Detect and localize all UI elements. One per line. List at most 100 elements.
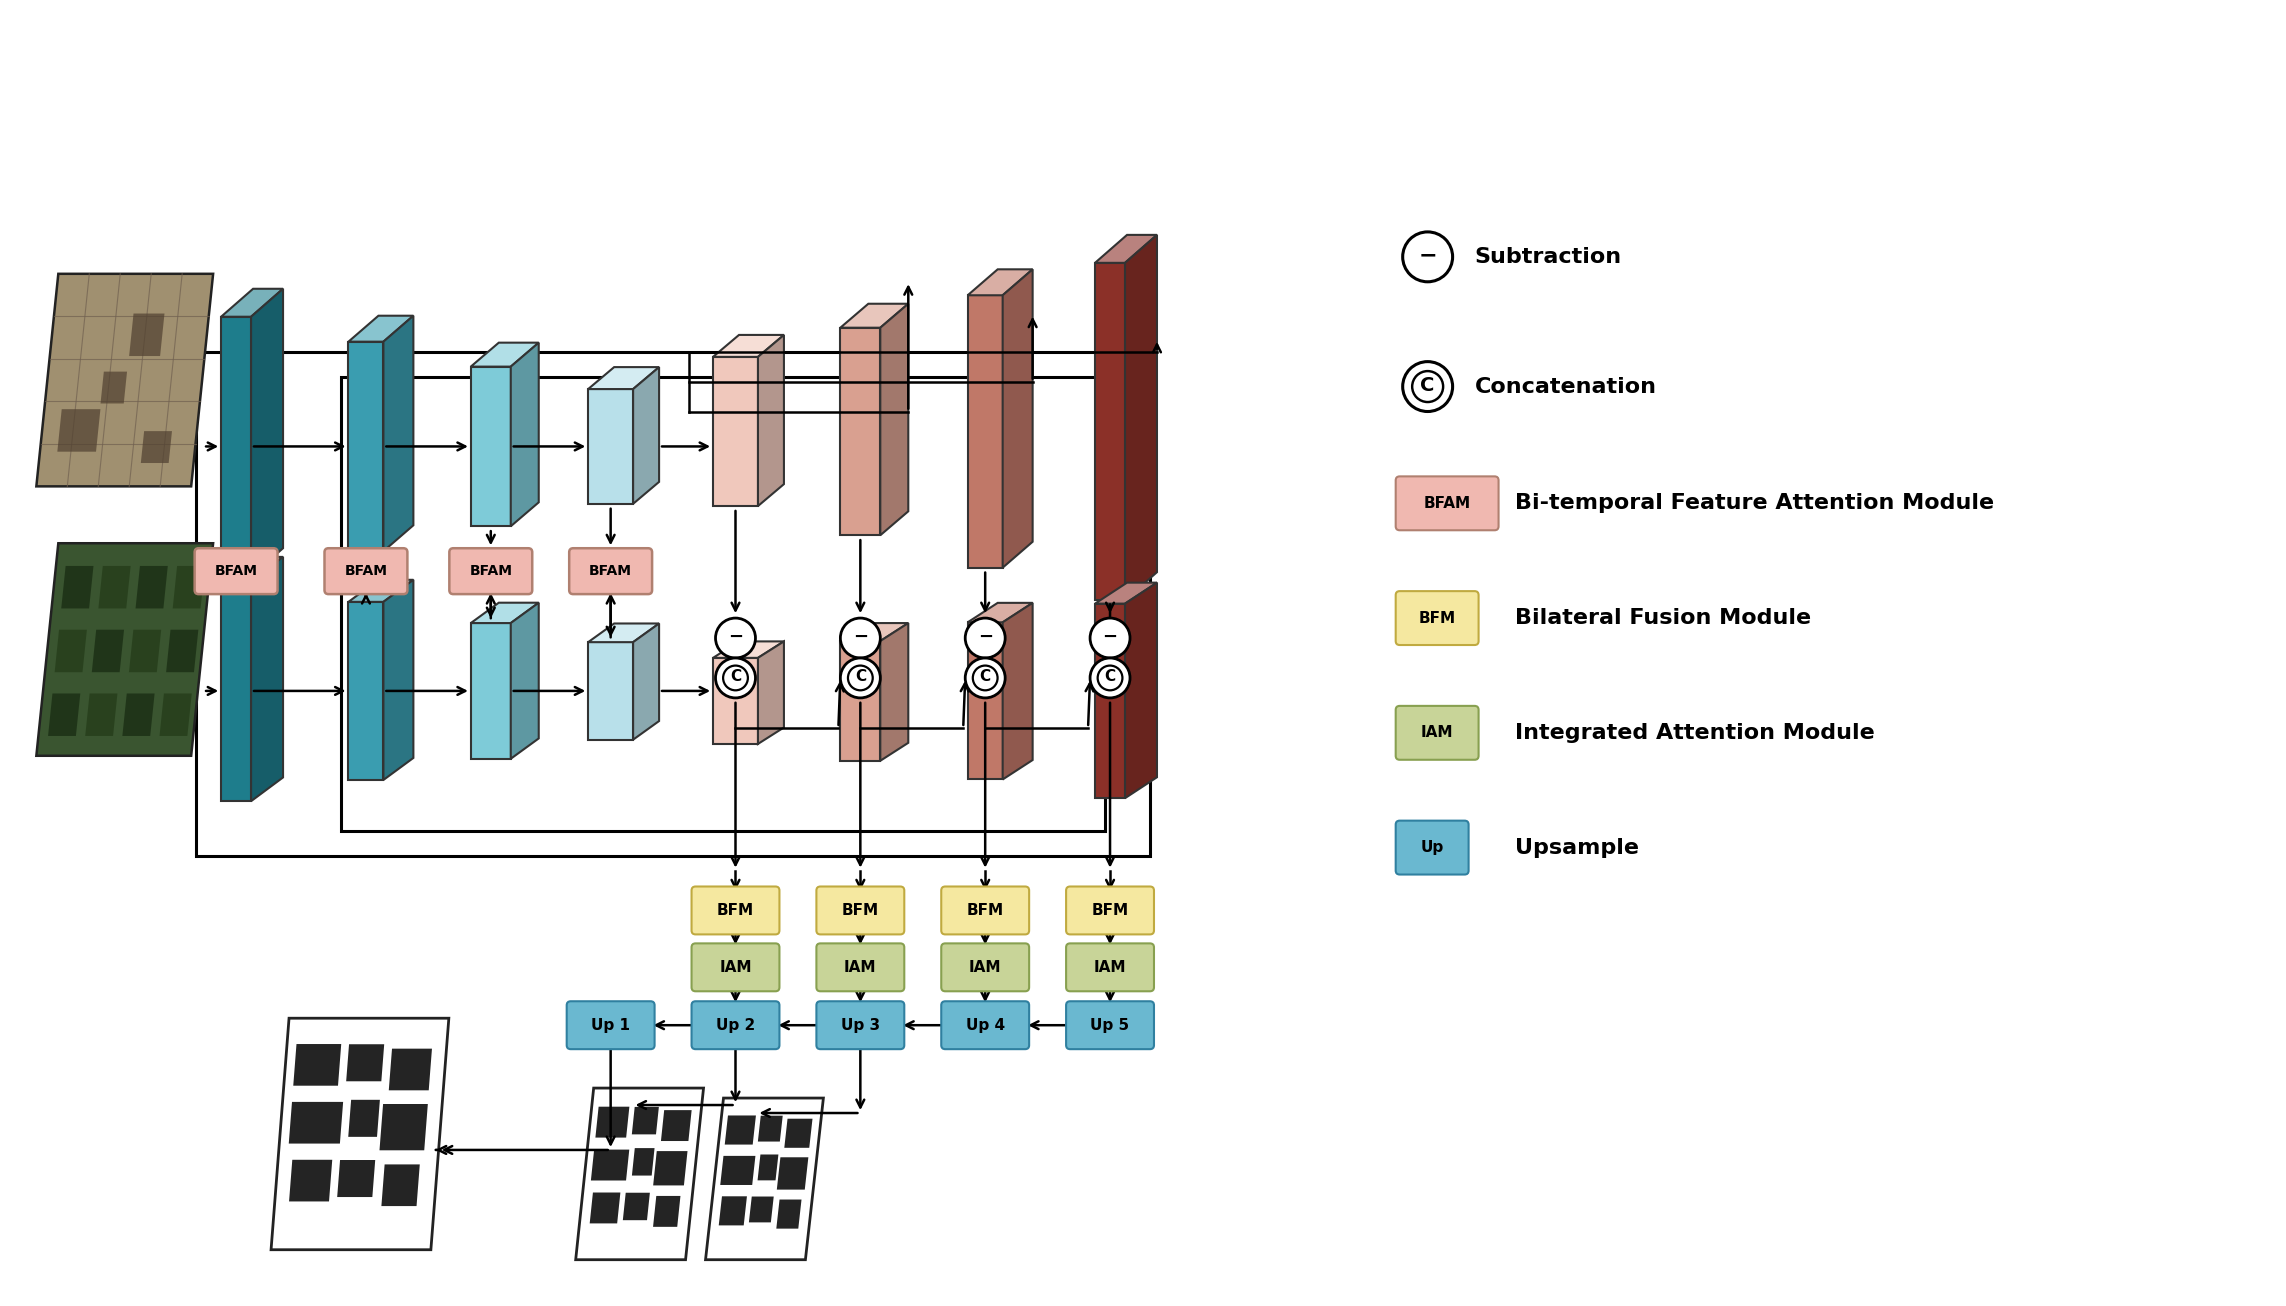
Polygon shape bbox=[98, 565, 130, 609]
FancyBboxPatch shape bbox=[569, 549, 652, 594]
Polygon shape bbox=[777, 1199, 802, 1229]
Text: IAM: IAM bbox=[1422, 725, 1454, 741]
Polygon shape bbox=[967, 295, 1004, 568]
FancyBboxPatch shape bbox=[816, 887, 905, 934]
Polygon shape bbox=[222, 556, 283, 581]
Polygon shape bbox=[594, 1106, 629, 1138]
Polygon shape bbox=[91, 629, 123, 673]
Polygon shape bbox=[293, 1043, 341, 1085]
Polygon shape bbox=[101, 372, 128, 404]
Polygon shape bbox=[880, 623, 908, 761]
FancyBboxPatch shape bbox=[1397, 705, 1479, 760]
Polygon shape bbox=[347, 580, 414, 602]
Text: −: − bbox=[1102, 628, 1118, 646]
Polygon shape bbox=[347, 1100, 379, 1136]
Polygon shape bbox=[967, 603, 1033, 623]
Text: BFAM: BFAM bbox=[1424, 496, 1470, 511]
Polygon shape bbox=[718, 1196, 748, 1225]
FancyBboxPatch shape bbox=[816, 943, 905, 991]
Polygon shape bbox=[174, 565, 206, 609]
Polygon shape bbox=[1004, 269, 1033, 568]
Polygon shape bbox=[336, 1160, 375, 1198]
FancyBboxPatch shape bbox=[450, 549, 533, 594]
Polygon shape bbox=[222, 317, 251, 576]
Text: Up 3: Up 3 bbox=[841, 1017, 880, 1033]
Polygon shape bbox=[654, 1151, 688, 1186]
Polygon shape bbox=[288, 1102, 343, 1144]
Polygon shape bbox=[759, 641, 784, 744]
Text: Bilateral Fusion Module: Bilateral Fusion Module bbox=[1516, 609, 1811, 628]
Polygon shape bbox=[588, 623, 658, 643]
Text: C: C bbox=[855, 670, 866, 684]
Circle shape bbox=[974, 666, 997, 691]
Polygon shape bbox=[222, 581, 251, 801]
Polygon shape bbox=[384, 316, 414, 551]
FancyBboxPatch shape bbox=[693, 943, 780, 991]
Polygon shape bbox=[841, 328, 880, 535]
Polygon shape bbox=[347, 316, 414, 342]
Text: −: − bbox=[853, 628, 869, 646]
Text: Up 1: Up 1 bbox=[592, 1017, 631, 1033]
Polygon shape bbox=[1125, 582, 1157, 798]
Polygon shape bbox=[471, 623, 510, 759]
Polygon shape bbox=[713, 658, 759, 744]
Polygon shape bbox=[1004, 603, 1033, 780]
Polygon shape bbox=[384, 580, 414, 780]
Polygon shape bbox=[135, 565, 167, 609]
Text: BFM: BFM bbox=[967, 902, 1004, 918]
Circle shape bbox=[716, 618, 754, 658]
Text: IAM: IAM bbox=[844, 960, 876, 974]
Circle shape bbox=[841, 618, 880, 658]
Text: BFAM: BFAM bbox=[590, 564, 633, 579]
FancyBboxPatch shape bbox=[942, 1002, 1029, 1049]
Polygon shape bbox=[123, 693, 155, 737]
Polygon shape bbox=[288, 1160, 331, 1202]
FancyBboxPatch shape bbox=[816, 1002, 905, 1049]
Polygon shape bbox=[389, 1049, 432, 1091]
Polygon shape bbox=[590, 1192, 620, 1224]
Polygon shape bbox=[251, 289, 283, 576]
Polygon shape bbox=[759, 334, 784, 505]
Circle shape bbox=[716, 658, 754, 697]
Polygon shape bbox=[142, 431, 171, 464]
Polygon shape bbox=[967, 623, 1004, 780]
FancyBboxPatch shape bbox=[693, 1002, 780, 1049]
Text: BFM: BFM bbox=[718, 902, 754, 918]
FancyBboxPatch shape bbox=[1065, 943, 1154, 991]
Circle shape bbox=[722, 666, 748, 691]
Text: Up 2: Up 2 bbox=[716, 1017, 754, 1033]
Text: IAM: IAM bbox=[720, 960, 752, 974]
Polygon shape bbox=[272, 1019, 448, 1250]
Circle shape bbox=[1404, 232, 1452, 282]
Polygon shape bbox=[750, 1196, 773, 1222]
Polygon shape bbox=[1095, 582, 1157, 603]
Polygon shape bbox=[576, 1088, 704, 1260]
Circle shape bbox=[1090, 658, 1129, 697]
Polygon shape bbox=[62, 565, 94, 609]
Polygon shape bbox=[1095, 235, 1157, 263]
Text: −: − bbox=[727, 628, 743, 646]
Text: Up 4: Up 4 bbox=[965, 1017, 1006, 1033]
Polygon shape bbox=[622, 1192, 649, 1220]
Polygon shape bbox=[345, 1045, 384, 1081]
Bar bbox=[197, 351, 1150, 855]
Polygon shape bbox=[1095, 603, 1125, 798]
Polygon shape bbox=[661, 1110, 693, 1141]
Polygon shape bbox=[48, 693, 80, 737]
Polygon shape bbox=[759, 1115, 782, 1141]
Polygon shape bbox=[713, 334, 784, 357]
Polygon shape bbox=[841, 641, 880, 761]
Text: Bi-temporal Feature Attention Module: Bi-temporal Feature Attention Module bbox=[1516, 494, 1993, 513]
Circle shape bbox=[841, 658, 880, 697]
Polygon shape bbox=[471, 602, 539, 623]
Text: BFM: BFM bbox=[1420, 611, 1456, 626]
FancyBboxPatch shape bbox=[1397, 477, 1500, 530]
Circle shape bbox=[1413, 371, 1442, 402]
Polygon shape bbox=[777, 1157, 809, 1190]
Circle shape bbox=[848, 666, 873, 691]
Text: BFAM: BFAM bbox=[469, 564, 512, 579]
Polygon shape bbox=[471, 342, 539, 367]
Polygon shape bbox=[1125, 235, 1157, 601]
Polygon shape bbox=[588, 389, 633, 504]
Polygon shape bbox=[784, 1119, 812, 1148]
